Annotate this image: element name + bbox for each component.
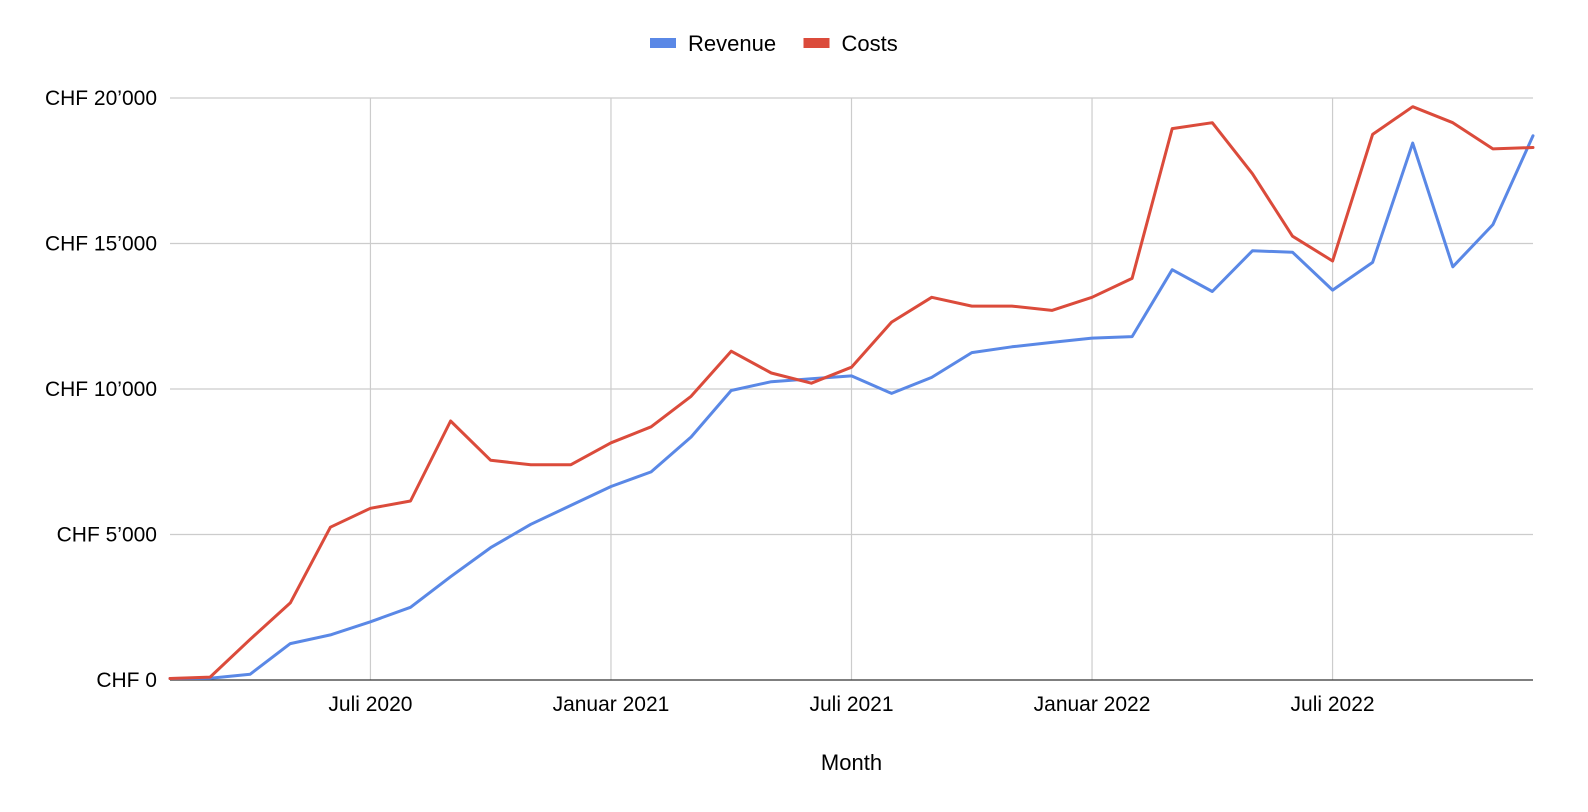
y-tick-label: CHF 15’000 <box>45 233 157 256</box>
x-tick-label: Juli 2021 <box>809 693 893 716</box>
series-line-costs <box>168 105 1535 680</box>
y-tick-label: CHF 0 <box>96 669 157 692</box>
y-tick-label: CHF 10’000 <box>45 378 157 401</box>
legend[interactable]: Revenue Costs <box>650 31 898 56</box>
legend-item-revenue[interactable]: Revenue <box>650 31 776 56</box>
legend-swatch <box>650 38 676 48</box>
legend-item-costs[interactable]: Costs <box>803 31 898 56</box>
gridlines <box>170 97 1533 680</box>
series-line-revenue <box>168 134 1535 680</box>
legend-label: Costs <box>842 31 898 56</box>
legend-swatch <box>803 38 830 48</box>
x-tick-label: Juli 2020 <box>328 693 412 716</box>
legend-label: Revenue <box>688 31 776 56</box>
x-axis-title: Month <box>821 750 882 775</box>
x-tick-label: Januar 2021 <box>553 693 670 716</box>
x-tick-label: Juli 2022 <box>1291 693 1375 716</box>
x-axis-ticks: Juli 2020 Januar 2021 Juli 2021 Januar 2022… <box>328 693 1374 716</box>
series-lines <box>168 105 1535 680</box>
y-axis-ticks: CHF 0 CHF 5’000 CHF 10’000 CHF 15’000 CHF 20… <box>45 87 157 692</box>
y-tick-label: CHF 20’000 <box>45 87 157 110</box>
y-tick-label: CHF 5’000 <box>57 524 157 547</box>
x-tick-label: Januar 2022 <box>1034 693 1151 716</box>
